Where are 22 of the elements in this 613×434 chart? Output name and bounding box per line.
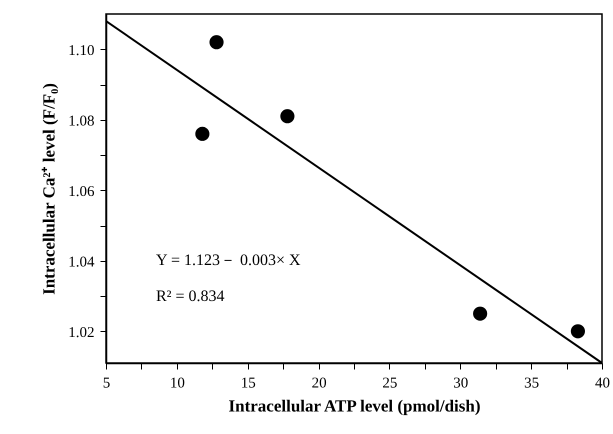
x-tick-label: 5: [102, 376, 110, 392]
x-axis-title: Intracellular ATP level (pmol/dish): [228, 396, 481, 416]
x-tick-label: 40: [595, 376, 610, 392]
x-tick-label: 35: [524, 376, 540, 392]
point: [280, 109, 294, 124]
x-tick-label: 25: [382, 376, 398, 392]
y-tick-label: 1.08: [68, 113, 94, 130]
annotation: R² = 0.834: [156, 288, 224, 305]
y-tick-label: 1.10: [68, 42, 94, 59]
y-tick-label: 1.02: [68, 324, 94, 341]
y-tick-label: 1.04: [68, 254, 95, 270]
y-tick-label: 1.06: [68, 184, 95, 200]
point: [195, 126, 210, 141]
y-axis-title: Intracellular Ca²⁺ level (F/F₀): [39, 83, 58, 295]
x-tick-label: 10: [170, 376, 185, 392]
annotation: Y = 1.123－ 0.003× X: [156, 252, 302, 269]
x-tick-label: 30: [453, 376, 468, 392]
point: [209, 35, 224, 50]
x-tick-label: 20: [312, 376, 327, 392]
point: [570, 324, 585, 338]
x-tick-label: 15: [240, 376, 256, 392]
point: [473, 306, 488, 321]
